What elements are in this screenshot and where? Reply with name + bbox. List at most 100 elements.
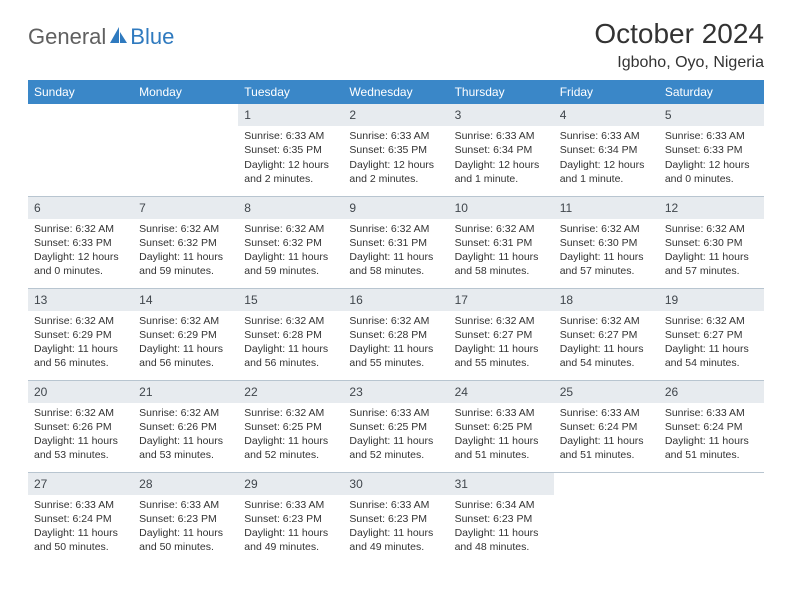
day-body: Sunrise: 6:32 AMSunset: 6:30 PMDaylight:… [554,219,659,283]
day-ss: Sunset: 6:31 PM [455,236,548,250]
calendar-cell: 28Sunrise: 6:33 AMSunset: 6:23 PMDayligh… [133,472,238,564]
day-number: 27 [28,473,133,495]
day-number: 15 [238,289,343,311]
calendar-cell: 3Sunrise: 6:33 AMSunset: 6:34 PMDaylight… [449,104,554,196]
day-sr: Sunrise: 6:32 AM [139,222,232,236]
weekday-header: Saturday [659,80,764,104]
day-number: 28 [133,473,238,495]
calendar-cell: 26Sunrise: 6:33 AMSunset: 6:24 PMDayligh… [659,380,764,472]
day-sr: Sunrise: 6:32 AM [665,222,758,236]
day-sr: Sunrise: 6:33 AM [665,406,758,420]
day-ss: Sunset: 6:23 PM [349,512,442,526]
weekday-header: Sunday [28,80,133,104]
day-body: Sunrise: 6:33 AMSunset: 6:25 PMDaylight:… [449,403,554,467]
day-number: 20 [28,381,133,403]
calendar-week: 27Sunrise: 6:33 AMSunset: 6:24 PMDayligh… [28,472,764,564]
day-dl: Daylight: 11 hours and 54 minutes. [560,342,653,370]
day-number: 31 [449,473,554,495]
day-body: Sunrise: 6:32 AMSunset: 6:25 PMDaylight:… [238,403,343,467]
weekday-header: Wednesday [343,80,448,104]
day-number: 23 [343,381,448,403]
calendar-cell: 13Sunrise: 6:32 AMSunset: 6:29 PMDayligh… [28,288,133,380]
day-ss: Sunset: 6:29 PM [139,328,232,342]
day-dl: Daylight: 11 hours and 55 minutes. [455,342,548,370]
day-ss: Sunset: 6:27 PM [560,328,653,342]
weekday-header: Tuesday [238,80,343,104]
day-sr: Sunrise: 6:32 AM [244,406,337,420]
day-number: 6 [28,197,133,219]
day-body: Sunrise: 6:32 AMSunset: 6:29 PMDaylight:… [133,311,238,375]
day-dl: Daylight: 11 hours and 56 minutes. [244,342,337,370]
day-body: Sunrise: 6:32 AMSunset: 6:26 PMDaylight:… [28,403,133,467]
day-sr: Sunrise: 6:32 AM [34,406,127,420]
day-body: Sunrise: 6:32 AMSunset: 6:28 PMDaylight:… [238,311,343,375]
day-body: Sunrise: 6:33 AMSunset: 6:35 PMDaylight:… [343,126,448,190]
calendar-cell: 5Sunrise: 6:33 AMSunset: 6:33 PMDaylight… [659,104,764,196]
day-sr: Sunrise: 6:33 AM [455,406,548,420]
calendar-cell: 11Sunrise: 6:32 AMSunset: 6:30 PMDayligh… [554,196,659,288]
day-dl: Daylight: 11 hours and 50 minutes. [34,526,127,554]
day-number: 4 [554,104,659,126]
day-dl: Daylight: 11 hours and 51 minutes. [560,434,653,462]
day-sr: Sunrise: 6:33 AM [665,129,758,143]
calendar-cell: 31Sunrise: 6:34 AMSunset: 6:23 PMDayligh… [449,472,554,564]
day-dl: Daylight: 11 hours and 56 minutes. [139,342,232,370]
day-sr: Sunrise: 6:32 AM [139,406,232,420]
day-body: Sunrise: 6:32 AMSunset: 6:27 PMDaylight:… [449,311,554,375]
day-dl: Daylight: 11 hours and 51 minutes. [665,434,758,462]
day-ss: Sunset: 6:24 PM [34,512,127,526]
day-number: 26 [659,381,764,403]
day-dl: Daylight: 11 hours and 52 minutes. [244,434,337,462]
day-ss: Sunset: 6:30 PM [665,236,758,250]
day-body: Sunrise: 6:33 AMSunset: 6:24 PMDaylight:… [28,495,133,559]
calendar-cell: 27Sunrise: 6:33 AMSunset: 6:24 PMDayligh… [28,472,133,564]
day-sr: Sunrise: 6:33 AM [349,129,442,143]
calendar-cell: 2Sunrise: 6:33 AMSunset: 6:35 PMDaylight… [343,104,448,196]
day-body: Sunrise: 6:32 AMSunset: 6:29 PMDaylight:… [28,311,133,375]
day-body: Sunrise: 6:33 AMSunset: 6:24 PMDaylight:… [554,403,659,467]
day-sr: Sunrise: 6:33 AM [244,129,337,143]
calendar-cell: 29Sunrise: 6:33 AMSunset: 6:23 PMDayligh… [238,472,343,564]
calendar-cell: 10Sunrise: 6:32 AMSunset: 6:31 PMDayligh… [449,196,554,288]
day-number: 29 [238,473,343,495]
calendar-week: 6Sunrise: 6:32 AMSunset: 6:33 PMDaylight… [28,196,764,288]
calendar-cell: 21Sunrise: 6:32 AMSunset: 6:26 PMDayligh… [133,380,238,472]
day-number: 30 [343,473,448,495]
day-ss: Sunset: 6:28 PM [244,328,337,342]
calendar-cell: 12Sunrise: 6:32 AMSunset: 6:30 PMDayligh… [659,196,764,288]
day-number: 16 [343,289,448,311]
day-body: Sunrise: 6:34 AMSunset: 6:23 PMDaylight:… [449,495,554,559]
weekday-header: Thursday [449,80,554,104]
title-block: October 2024 Igboho, Oyo, Nigeria [594,18,764,72]
day-sr: Sunrise: 6:32 AM [560,314,653,328]
day-number: 21 [133,381,238,403]
day-number: 8 [238,197,343,219]
day-ss: Sunset: 6:35 PM [244,143,337,157]
calendar-cell: 30Sunrise: 6:33 AMSunset: 6:23 PMDayligh… [343,472,448,564]
day-sr: Sunrise: 6:34 AM [455,498,548,512]
day-dl: Daylight: 12 hours and 0 minutes. [665,158,758,186]
day-body: Sunrise: 6:32 AMSunset: 6:31 PMDaylight:… [449,219,554,283]
calendar-body: 1Sunrise: 6:33 AMSunset: 6:35 PMDaylight… [28,104,764,564]
calendar-cell: 4Sunrise: 6:33 AMSunset: 6:34 PMDaylight… [554,104,659,196]
day-number: 7 [133,197,238,219]
calendar-header-row: SundayMondayTuesdayWednesdayThursdayFrid… [28,80,764,104]
day-number: 24 [449,381,554,403]
calendar-cell: 22Sunrise: 6:32 AMSunset: 6:25 PMDayligh… [238,380,343,472]
day-body: Sunrise: 6:32 AMSunset: 6:32 PMDaylight:… [133,219,238,283]
day-dl: Daylight: 11 hours and 49 minutes. [244,526,337,554]
day-body: Sunrise: 6:33 AMSunset: 6:35 PMDaylight:… [238,126,343,190]
day-body: Sunrise: 6:32 AMSunset: 6:30 PMDaylight:… [659,219,764,283]
day-sr: Sunrise: 6:33 AM [560,129,653,143]
day-ss: Sunset: 6:23 PM [455,512,548,526]
day-number: 17 [449,289,554,311]
day-ss: Sunset: 6:26 PM [34,420,127,434]
calendar-cell: 16Sunrise: 6:32 AMSunset: 6:28 PMDayligh… [343,288,448,380]
day-dl: Daylight: 11 hours and 58 minutes. [455,250,548,278]
day-dl: Daylight: 11 hours and 54 minutes. [665,342,758,370]
calendar-cell [133,104,238,196]
day-dl: Daylight: 12 hours and 0 minutes. [34,250,127,278]
day-number: 18 [554,289,659,311]
day-body: Sunrise: 6:32 AMSunset: 6:27 PMDaylight:… [554,311,659,375]
day-body: Sunrise: 6:33 AMSunset: 6:33 PMDaylight:… [659,126,764,190]
